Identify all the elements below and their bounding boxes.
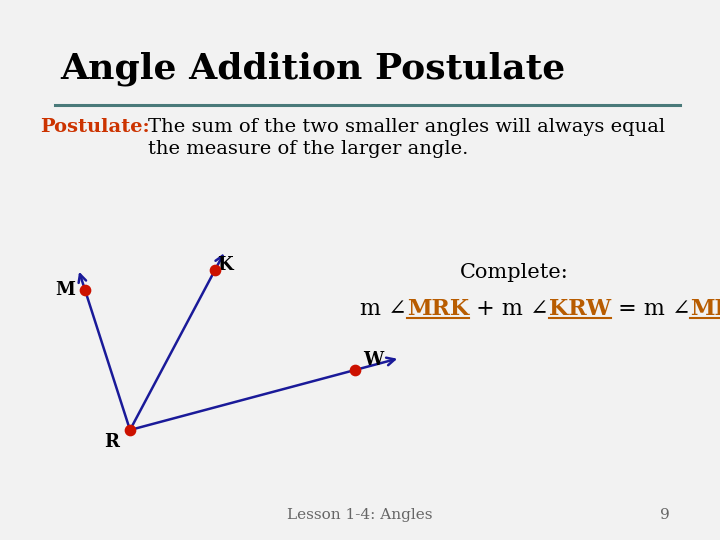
Text: = m ∠: = m ∠	[611, 298, 690, 320]
Text: The sum of the two smaller angles will always equal: The sum of the two smaller angles will a…	[148, 118, 665, 136]
Text: m ∠: m ∠	[360, 298, 407, 320]
Text: + m ∠: + m ∠	[469, 298, 549, 320]
Text: Angle Addition Postulate: Angle Addition Postulate	[60, 52, 565, 86]
Text: the measure of the larger angle.: the measure of the larger angle.	[148, 140, 469, 158]
Text: W: W	[363, 351, 383, 369]
Text: K: K	[217, 256, 233, 274]
Text: Complete:: Complete:	[460, 263, 569, 282]
Text: MRW: MRW	[690, 298, 720, 320]
Text: MRK: MRK	[407, 298, 469, 320]
Point	[125, 426, 136, 434]
Point	[79, 286, 91, 294]
Text: Postulate:: Postulate:	[40, 118, 150, 136]
Text: M: M	[55, 281, 75, 299]
Point	[349, 366, 361, 374]
Text: Lesson 1-4: Angles: Lesson 1-4: Angles	[287, 508, 433, 522]
Point	[210, 266, 221, 274]
Text: KRW: KRW	[549, 298, 611, 320]
Text: R: R	[104, 433, 120, 451]
Text: 9: 9	[660, 508, 670, 522]
